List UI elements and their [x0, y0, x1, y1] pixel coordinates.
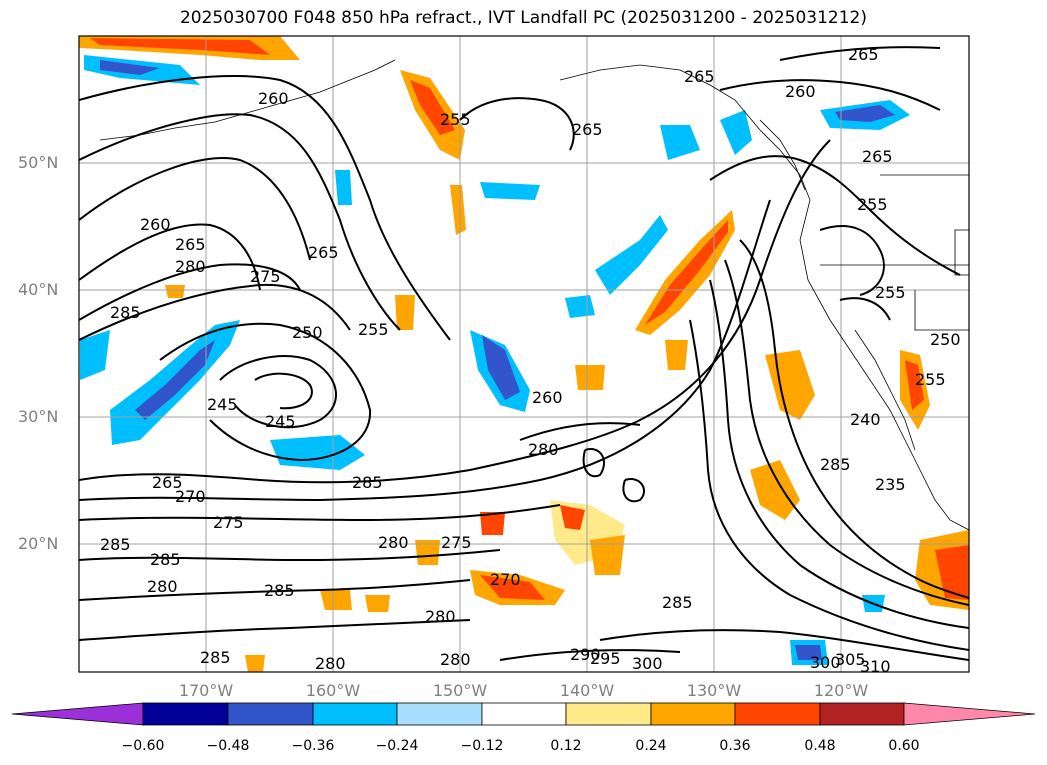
colorbar-swatch: [396, 702, 483, 726]
contour-label: 245: [207, 395, 238, 414]
contour-label: 255: [358, 320, 389, 339]
colorbar-swatch: [11, 702, 144, 726]
lon-label: 130°W: [686, 681, 742, 700]
contour-label: 285: [820, 455, 851, 474]
contour-label: 235: [875, 475, 906, 494]
contour-label: 300: [810, 653, 841, 672]
map-panel: [79, 36, 969, 672]
contour-label: 260: [532, 388, 563, 407]
contour-label: 260: [258, 89, 289, 108]
colorbar-tick: 0.48: [804, 738, 836, 754]
colorbar-swatch: [819, 702, 905, 726]
colorbar-tick: 0.24: [635, 738, 667, 754]
colorbar-swatch: [565, 702, 652, 726]
contour-label: 285: [662, 593, 693, 612]
lon-label: 150°W: [432, 681, 488, 700]
colorbar-swatch: [734, 702, 821, 726]
contour-label: 305: [835, 650, 866, 669]
colorbar-tick: −0.12: [460, 738, 504, 754]
contour-label: 285: [100, 535, 131, 554]
contour-label: 285: [352, 473, 383, 492]
colorbar-swatch: [903, 702, 1036, 726]
contour-label: 280: [175, 257, 206, 276]
map-frame: [78, 35, 970, 673]
colorbar-tick: 0.60: [888, 738, 920, 754]
lat-label: 50°N: [18, 153, 59, 172]
contour-label: 275: [441, 533, 472, 552]
contour-label: 270: [175, 487, 206, 506]
contour-label: 255: [857, 195, 888, 214]
map-title: 2025030700 F048 850 hPa refract., IVT La…: [179, 8, 867, 28]
contour-label: 285: [264, 581, 295, 600]
contour-label: 240: [850, 410, 881, 429]
contour-label: 250: [292, 323, 323, 342]
colorbar-tick: −0.24: [375, 738, 419, 754]
contour-label: 260: [140, 215, 171, 234]
contour-label: 265: [175, 235, 206, 254]
contour-label: 265: [848, 45, 879, 64]
lon-label: 120°W: [813, 681, 869, 700]
coastlines: [99, 59, 969, 531]
contour-label: 290: [570, 645, 601, 664]
contour-label: 280: [528, 440, 559, 459]
contour-label: 260: [785, 82, 816, 101]
colorbar-swatch: [227, 702, 314, 726]
lat-label: 40°N: [18, 280, 59, 299]
contour-label: 270: [490, 570, 521, 589]
contour-label: 300: [632, 654, 663, 673]
lat-label: 20°N: [18, 534, 59, 553]
contour-label: 275: [213, 513, 244, 532]
contour-label: 265: [684, 67, 715, 86]
lon-label: 170°W: [178, 681, 234, 700]
colorbar-swatch: [142, 702, 229, 726]
contour-label: 275: [250, 267, 281, 286]
lat-label: 30°N: [18, 407, 59, 426]
contour-label-group: 260 255 265 265 260 265 265 255 260 265 …: [100, 45, 961, 676]
contour-label: 280: [147, 577, 178, 596]
colorbar-swatch: [650, 702, 736, 726]
contour-label: 285: [150, 550, 181, 569]
contour-label: 255: [915, 370, 946, 389]
colorbar-tick: 0.12: [550, 738, 582, 754]
contour-label: 295: [590, 649, 621, 668]
colorbar: [11, 702, 1036, 726]
colorbar-tick: −0.60: [121, 738, 165, 754]
contour-label: 265: [862, 147, 893, 166]
contour-label: 255: [875, 283, 906, 302]
contour-label: 255: [440, 110, 471, 129]
contour-label: 245: [265, 412, 296, 431]
contour-label: 280: [425, 607, 456, 626]
contour-label: 280: [315, 654, 346, 673]
contour-label: 250: [930, 330, 961, 349]
contour-label: 265: [572, 120, 603, 139]
contour-label: 280: [378, 533, 409, 552]
contour-lines: [79, 46, 969, 661]
colorbar-swatch: [312, 702, 398, 726]
contour-label: 280: [440, 650, 471, 669]
colorbar-tick: −0.36: [291, 738, 335, 754]
colorbar-tick: −0.48: [206, 738, 250, 754]
contour-label: 285: [200, 648, 231, 667]
contour-label: 285: [110, 303, 141, 322]
colorbar-tick: 0.36: [719, 738, 751, 754]
lon-label: 160°W: [305, 681, 361, 700]
contour-label: 310: [860, 657, 891, 676]
contour-label: 265: [308, 243, 339, 262]
lon-label: 140°W: [559, 681, 615, 700]
colorbar-swatch: [481, 702, 567, 726]
contour-label: 265: [152, 473, 183, 492]
